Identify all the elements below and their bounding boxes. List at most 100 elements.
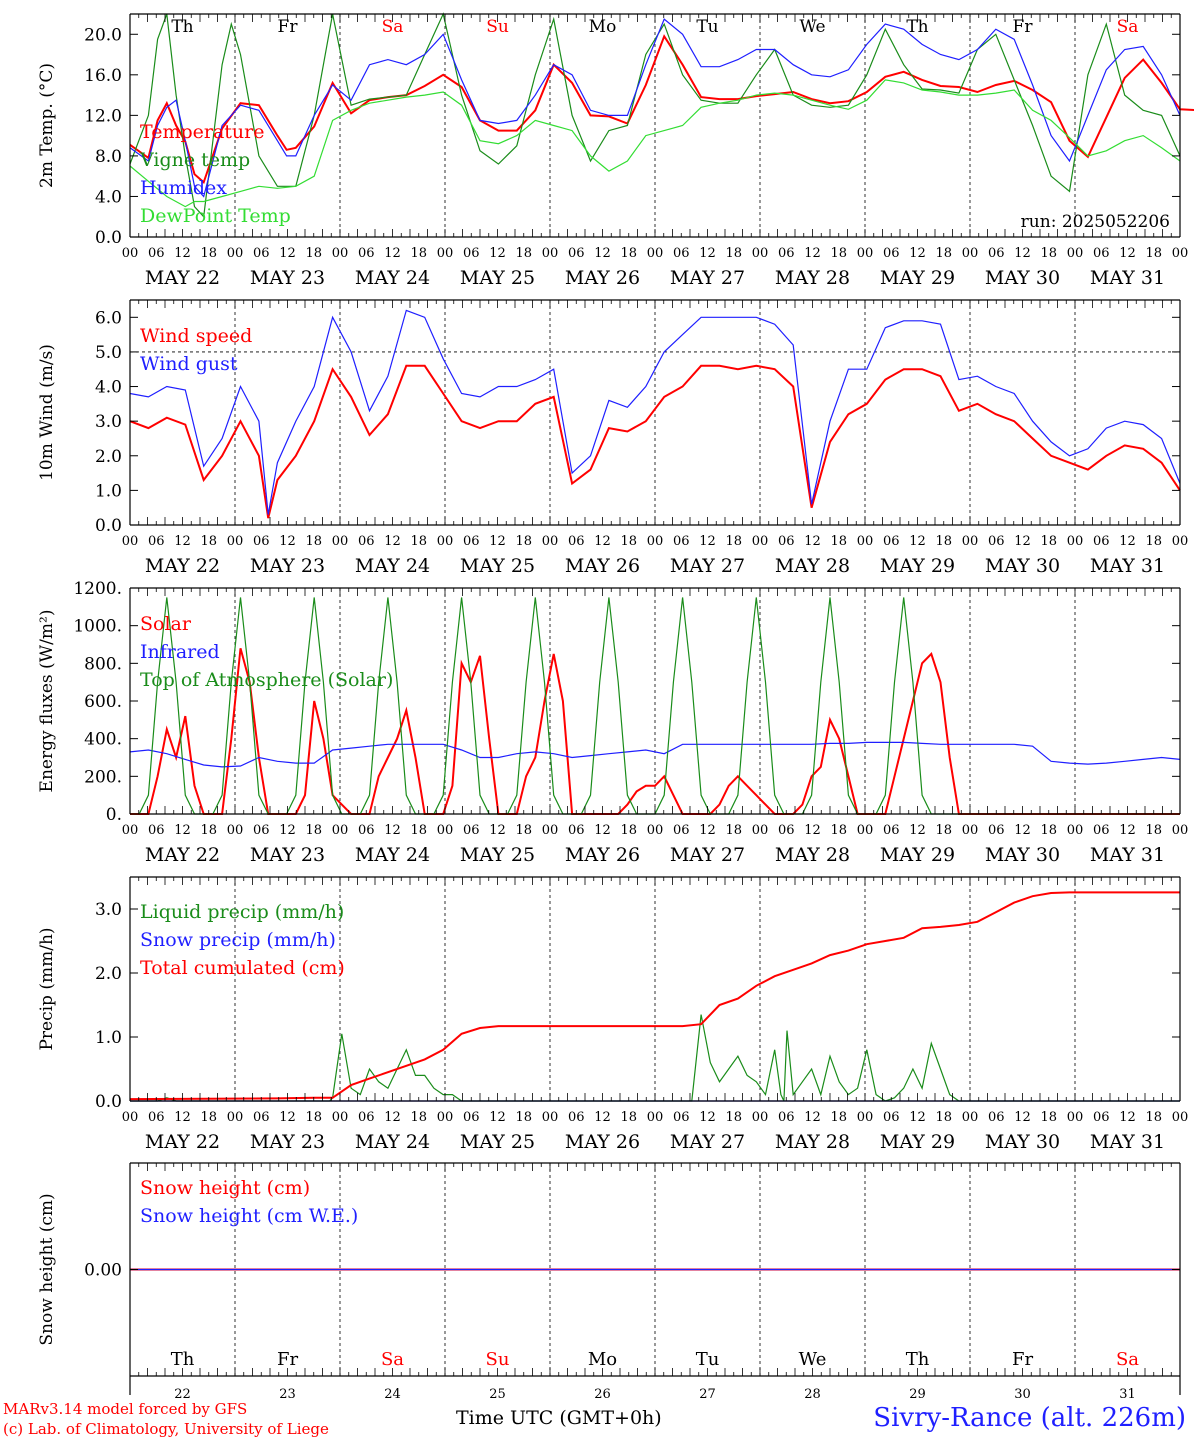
y-tick-label: 1200. <box>73 579 122 599</box>
y-tick-label: 0. <box>106 805 122 825</box>
hour-tick-label: 06 <box>148 534 165 549</box>
hour-tick-label: 12 <box>174 534 191 549</box>
hour-tick-label: 12 <box>909 534 926 549</box>
hour-tick-label: 18 <box>305 534 322 549</box>
date-label: MAY 23 <box>250 267 325 289</box>
hour-tick-label: 18 <box>200 823 217 838</box>
hour-tick-label: 00 <box>962 534 979 549</box>
legend-entry: Vigne temp <box>139 149 250 171</box>
hour-tick-label: 00 <box>227 246 244 261</box>
legend-entry: Wind speed <box>140 325 252 347</box>
hour-tick-label: 12 <box>1119 534 1136 549</box>
hour-tick-label: 18 <box>200 534 217 549</box>
bottom-day-number: 29 <box>909 1387 926 1402</box>
hour-tick-label: 18 <box>1145 823 1162 838</box>
hour-tick-label: 00 <box>1067 823 1084 838</box>
hour-tick-label: 00 <box>437 246 454 261</box>
bottom-day-abbr: Su <box>486 1349 510 1370</box>
hour-tick-label: 00 <box>962 823 979 838</box>
hour-tick-label: 00 <box>122 1110 139 1125</box>
date-label: MAY 26 <box>565 844 640 866</box>
hour-tick-label: 00 <box>647 823 664 838</box>
hour-tick-label: 12 <box>489 534 506 549</box>
date-label: MAY 24 <box>355 267 430 289</box>
y-tick-label: 800. <box>84 654 122 674</box>
date-label: MAY 23 <box>250 555 325 577</box>
hour-tick-label: 18 <box>410 823 427 838</box>
bottom-day-number: 27 <box>699 1387 716 1402</box>
y-tick-label: 3.0 <box>95 412 122 432</box>
date-label: MAY 28 <box>775 267 850 289</box>
hour-tick-label: 00 <box>647 1110 664 1125</box>
panel-3: 0. 200. 400. 600. 800. 1000. 1200. Energy fluxe… <box>37 579 1188 866</box>
hour-tick-label: 06 <box>988 823 1005 838</box>
date-label: MAY 30 <box>985 1131 1060 1153</box>
legend-entry: Solar <box>140 613 192 635</box>
hour-tick-label: 12 <box>699 823 716 838</box>
hour-tick-label: 12 <box>174 823 191 838</box>
hour-tick-label: 00 <box>122 823 139 838</box>
series-line-vigne-temp <box>129 12 1181 219</box>
hour-tick-label: 06 <box>778 1110 795 1125</box>
hour-tick-label: 00 <box>647 246 664 261</box>
y-tick-label: 200. <box>84 767 122 787</box>
panel-1: 0.0 4.0 8.0 12.0 16.0 20.0 2m Temp. (°C) Temper… <box>37 12 1194 289</box>
hour-tick-label: 00 <box>857 534 874 549</box>
hour-tick-label: 18 <box>620 1110 637 1125</box>
hour-tick-label: 12 <box>699 534 716 549</box>
y-axis-label: Snow height (cm) <box>37 1193 57 1345</box>
day-abbr-label: Fr <box>278 17 299 37</box>
hour-tick-label: 00 <box>542 823 559 838</box>
hour-tick-label: 18 <box>620 534 637 549</box>
y-tick-label: 0.0 <box>95 228 122 248</box>
hour-tick-label: 12 <box>279 534 296 549</box>
y-tick-label: 20.0 <box>84 25 122 45</box>
hour-tick-label: 12 <box>384 534 401 549</box>
hour-tick-label: 12 <box>279 1110 296 1125</box>
day-abbr-label: Fr <box>1013 17 1034 37</box>
y-tick-label: 1000. <box>73 617 122 637</box>
hour-tick-label: 06 <box>253 1110 270 1125</box>
hour-tick-label: 06 <box>463 246 480 261</box>
date-label: MAY 27 <box>670 267 745 289</box>
hour-tick-label: 18 <box>410 1110 427 1125</box>
bottom-day-abbr: Sa <box>381 1349 404 1370</box>
hour-tick-label: 18 <box>200 1110 217 1125</box>
bottom-day-number: 24 <box>384 1387 401 1402</box>
hour-tick-label: 06 <box>673 534 690 549</box>
hour-tick-label: 18 <box>305 823 322 838</box>
hour-tick-label: 06 <box>358 1110 375 1125</box>
hour-tick-label: 12 <box>489 1110 506 1125</box>
date-label: MAY 26 <box>565 1131 640 1153</box>
hour-tick-label: 18 <box>410 534 427 549</box>
hour-tick-label: 00 <box>752 823 769 838</box>
day-abbr-label: Mo <box>589 17 617 37</box>
date-label: MAY 25 <box>460 555 535 577</box>
y-tick-label: 5.0 <box>95 343 122 363</box>
hour-tick-label: 18 <box>830 246 847 261</box>
hour-tick-label: 00 <box>1067 534 1084 549</box>
hour-tick-label: 00 <box>752 246 769 261</box>
hour-tick-label: 12 <box>804 246 821 261</box>
hour-tick-label: 06 <box>988 246 1005 261</box>
hour-tick-label: 12 <box>804 534 821 549</box>
y-tick-label: 0.0 <box>95 516 122 536</box>
hour-tick-label: 00 <box>227 1110 244 1125</box>
x-axis-title: Time UTC (GMT+0h) <box>456 1407 662 1429</box>
hour-tick-label: 06 <box>883 534 900 549</box>
bottom-day-number: 31 <box>1119 1387 1136 1402</box>
hour-tick-label: 06 <box>568 534 585 549</box>
hour-tick-label: 12 <box>1119 823 1136 838</box>
bottom-day-abbr: Fr <box>1012 1349 1033 1370</box>
hour-tick-label: 06 <box>673 823 690 838</box>
legend-entry: Infrared <box>140 641 220 663</box>
hour-tick-label: 12 <box>594 534 611 549</box>
hour-tick-label: 18 <box>725 246 742 261</box>
hour-tick-label: 06 <box>988 1110 1005 1125</box>
hour-tick-label: 06 <box>778 534 795 549</box>
model-credit: MARv3.14 model forced by GFS <box>3 1400 248 1418</box>
lab-credit: (c) Lab. of Climatology, University of L… <box>3 1420 329 1438</box>
hour-tick-label: 00 <box>122 534 139 549</box>
hour-tick-label: 06 <box>358 246 375 261</box>
